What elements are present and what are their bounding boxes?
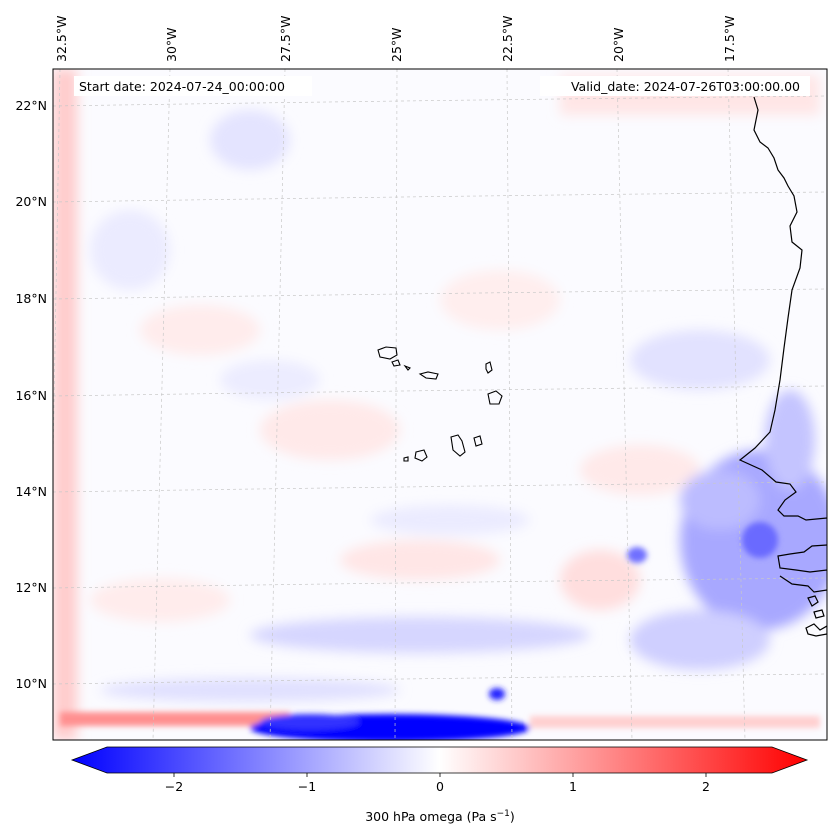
valid-date-box bbox=[540, 76, 810, 96]
meridian-20w bbox=[616, 69, 633, 740]
parallel-22n bbox=[53, 95, 827, 107]
bissagos-island bbox=[807, 595, 819, 607]
field-red-patch bbox=[580, 445, 700, 495]
field-blue-core bbox=[489, 688, 505, 700]
lon-label: 30°W bbox=[164, 27, 179, 62]
field-red-patch bbox=[340, 540, 500, 580]
field-red-patch bbox=[560, 550, 640, 610]
lon-label: 27.5°W bbox=[278, 16, 293, 62]
coastlines bbox=[738, 96, 827, 637]
field-coastal-blue bbox=[680, 470, 760, 530]
field-coastal-blue bbox=[765, 390, 815, 490]
lat-label: 14°N bbox=[15, 484, 47, 499]
gambia-coast bbox=[777, 544, 827, 573]
colorbar-tick-label: −2 bbox=[165, 779, 183, 794]
colorbar: −2 −1 0 1 2 300 hPa omega (Pa s−1) bbox=[70, 746, 809, 824]
guinea-coast bbox=[805, 623, 827, 637]
meridian-30w bbox=[152, 69, 171, 740]
lon-label: 22.5°W bbox=[500, 16, 515, 62]
island-fogo bbox=[414, 449, 428, 462]
colorbar-bar bbox=[70, 746, 809, 774]
lat-label: 18°N bbox=[15, 291, 47, 306]
bissagos-island bbox=[813, 609, 825, 619]
island-santa-luzia bbox=[403, 364, 411, 371]
lat-label: 12°N bbox=[15, 580, 47, 595]
colorbar-ticks bbox=[173, 773, 707, 777]
guinea-bissau-coast bbox=[779, 575, 827, 593]
colorbar-tick-label: 2 bbox=[702, 779, 710, 794]
field-blue-patch bbox=[370, 505, 530, 535]
field-blue-patch bbox=[630, 330, 770, 390]
latitude-labels: 22°N 20°N 18°N 16°N 14°N 12°N 10°N bbox=[15, 98, 47, 691]
colorbar-title-main: 300 hPa omega (Pa s bbox=[365, 809, 496, 824]
field-blue-patch bbox=[210, 110, 290, 170]
parallel-18n bbox=[53, 288, 827, 300]
colorbar-title-end: ) bbox=[510, 809, 515, 824]
map-frame bbox=[52, 68, 828, 741]
field-red-patch bbox=[90, 578, 230, 622]
field-south-blue-band bbox=[250, 617, 590, 653]
field-coastal-blue bbox=[630, 610, 770, 670]
meridian-25w bbox=[394, 69, 398, 740]
colorbar-title-sup: −1 bbox=[497, 809, 510, 819]
cape-verde-islands bbox=[377, 346, 503, 462]
lon-label: 20°W bbox=[611, 27, 626, 62]
island-santiago bbox=[450, 434, 466, 457]
parallel-20n bbox=[53, 191, 827, 203]
island-sal bbox=[485, 361, 493, 374]
parallel-10n bbox=[53, 673, 827, 685]
lat-label: 20°N bbox=[15, 194, 47, 209]
meridian-27.5w bbox=[269, 69, 286, 740]
omega-field bbox=[53, 69, 827, 740]
meridian-17.5w bbox=[727, 69, 746, 740]
field-red-patch bbox=[440, 270, 560, 330]
colorbar-tick-label: 1 bbox=[569, 779, 577, 794]
island-maio bbox=[473, 435, 483, 447]
island-sao-nicolau bbox=[418, 371, 439, 380]
lat-label: 22°N bbox=[15, 98, 47, 113]
field-left-edge-red bbox=[53, 69, 77, 740]
start-date-label: Start date: 2024-07-24_00:00:00 bbox=[79, 79, 285, 94]
lon-label: 17.5°W bbox=[722, 16, 737, 62]
longitude-labels: 32.5°W 30°W 27.5°W 25°W 22.5°W 20°W 17.5… bbox=[54, 16, 737, 62]
field-coastal-core bbox=[627, 547, 647, 563]
colorbar-tick-label: −1 bbox=[298, 779, 316, 794]
lon-label: 25°W bbox=[389, 27, 404, 62]
parallel-14n bbox=[53, 481, 827, 493]
field-coastal-core bbox=[742, 522, 778, 558]
colorbar-title: 300 hPa omega (Pa s−1) bbox=[365, 809, 515, 824]
island-sao-vicente bbox=[391, 359, 401, 367]
map-plot-area: Start date: 2024-07-24_00:00:00 Valid_da… bbox=[53, 69, 827, 740]
meridian-22.5w bbox=[506, 69, 513, 740]
lon-label: 32.5°W bbox=[54, 16, 69, 62]
field-blue-patch bbox=[220, 360, 320, 400]
parallel-12n bbox=[53, 577, 827, 589]
island-boa-vista bbox=[487, 390, 503, 405]
start-date-box bbox=[74, 76, 312, 96]
island-brava bbox=[403, 456, 409, 462]
field-bottom-red-edge bbox=[60, 712, 290, 726]
africa-coastline bbox=[738, 96, 827, 521]
parallel-16n bbox=[53, 385, 827, 397]
colorbar-tick-label: 0 bbox=[436, 779, 444, 794]
lat-label: 10°N bbox=[15, 676, 47, 691]
island-santo-antao bbox=[377, 346, 398, 360]
field-red-patch bbox=[140, 305, 260, 355]
field-blue-patch bbox=[90, 210, 170, 290]
valid-date-label: Valid_date: 2024-07-26T03:00:00.00 bbox=[571, 79, 800, 94]
field-bottom-blue bbox=[260, 714, 360, 730]
gridlines bbox=[53, 69, 827, 740]
field-south-blue-band bbox=[100, 678, 400, 702]
field-red-patch bbox=[260, 400, 400, 460]
field-bottom-red-edge-pale bbox=[530, 716, 820, 728]
lat-label: 16°N bbox=[15, 388, 47, 403]
